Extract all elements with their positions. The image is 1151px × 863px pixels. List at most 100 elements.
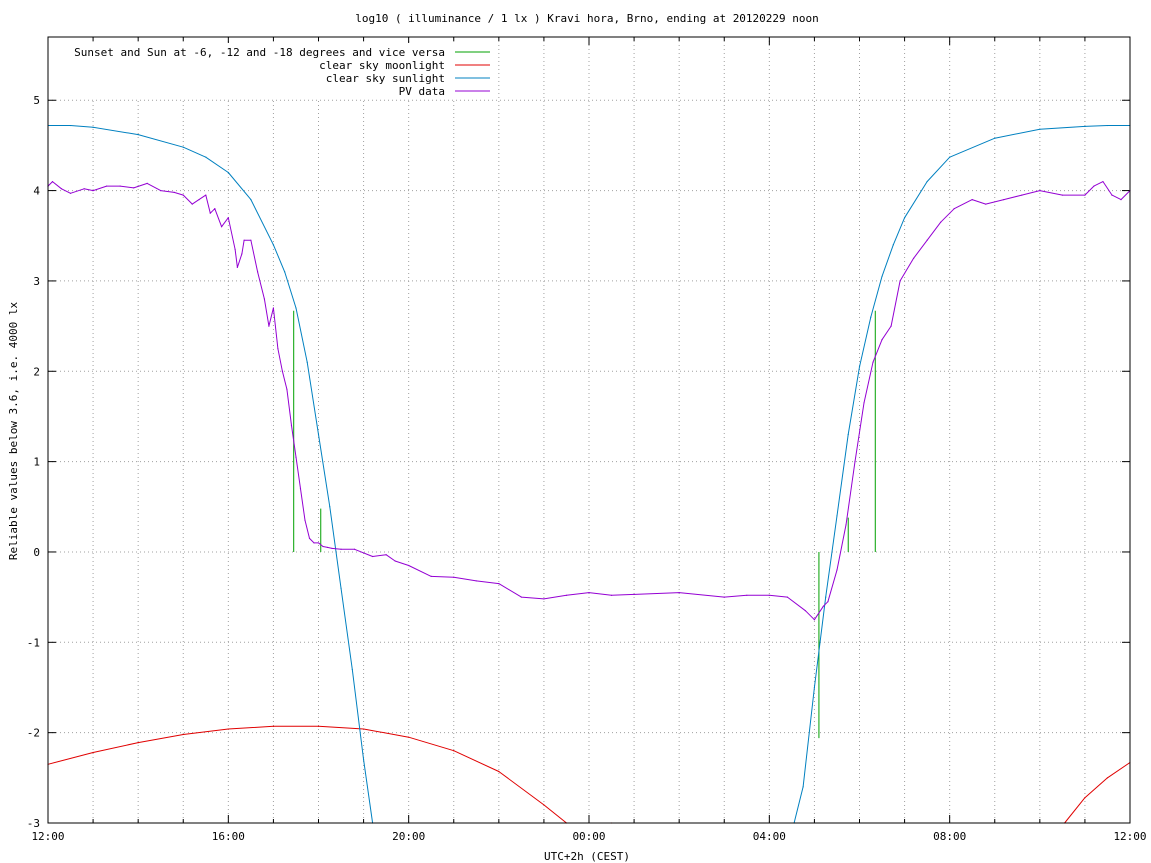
data-point: [453, 750, 455, 752]
data-point: [322, 545, 324, 548]
x-tick-label: 04:00: [753, 830, 786, 843]
data-point: [198, 199, 200, 201]
data-point: [926, 180, 928, 183]
data-point: [1084, 194, 1086, 196]
data-point: [854, 461, 856, 463]
y-tick-label: 0: [33, 546, 40, 559]
data-point: [277, 348, 279, 350]
data-point: [351, 668, 353, 671]
data-point: [257, 271, 259, 273]
data-point: [272, 307, 275, 309]
data-point: [137, 133, 139, 136]
y-tick-label: -2: [27, 727, 40, 740]
data-point: [329, 506, 331, 508]
data-point: [475, 580, 477, 582]
x-axis-label: UTC+2h (CEST): [544, 850, 630, 863]
data-point: [119, 185, 121, 187]
data-point: [408, 736, 410, 738]
data-point: [69, 192, 72, 194]
data-point: [949, 156, 951, 158]
data-point: [520, 596, 522, 598]
y-tick-label: 5: [33, 94, 40, 107]
data-point: [825, 596, 827, 598]
data-point: [295, 456, 297, 458]
data-point: [498, 770, 500, 773]
data-point: [723, 596, 725, 598]
data-point: [847, 433, 849, 436]
data-point: [133, 187, 135, 189]
data-point: [985, 203, 987, 205]
data-point: [137, 741, 139, 744]
x-tick-label: 12:00: [1113, 830, 1146, 843]
data-point: [836, 515, 838, 517]
data-point: [1120, 199, 1122, 201]
data-point: [60, 188, 63, 190]
series-3: [47, 180, 1131, 621]
legend-label: clear sky moonlight: [319, 59, 445, 72]
data-point: [173, 191, 175, 193]
data-point: [272, 725, 275, 727]
data-point: [106, 185, 108, 187]
data-point: [870, 316, 872, 318]
data-point: [881, 339, 883, 341]
data-point: [746, 594, 748, 596]
data-point: [92, 751, 94, 754]
y-tick-label: 4: [33, 185, 40, 198]
data-point: [610, 594, 613, 596]
data-point: [940, 221, 942, 223]
data-point: [362, 728, 365, 730]
data-point: [881, 275, 883, 278]
data-point: [313, 542, 315, 544]
series-0: [293, 310, 876, 739]
data-point: [827, 601, 829, 603]
data-point: [214, 208, 216, 210]
data-point: [182, 146, 184, 148]
data-point: [304, 519, 306, 521]
data-point: [220, 226, 223, 228]
data-point: [362, 759, 365, 761]
data-point: [1111, 194, 1113, 196]
data-point: [191, 203, 193, 205]
data-point: [633, 593, 635, 596]
data-point: [1039, 189, 1041, 192]
data-point: [182, 733, 184, 736]
x-tick-label: 00:00: [572, 830, 605, 843]
tick-layer: 12:00 16:00 20:00 00:00 04:00 08:00 12:00-3-2-…: [27, 37, 1147, 843]
data-point: [227, 171, 229, 174]
data-point: [430, 575, 432, 577]
data-point: [926, 239, 928, 241]
data-point: [953, 208, 955, 210]
data-point: [340, 548, 342, 550]
y-tick-label: 3: [33, 275, 40, 288]
data-point: [268, 325, 270, 327]
y-tick-label: -3: [27, 817, 40, 830]
data-point: [353, 548, 356, 550]
legend-background: [71, 43, 499, 99]
x-tick-label: 16:00: [212, 830, 245, 843]
data-point: [284, 271, 286, 273]
data-point: [1106, 777, 1109, 779]
data-point: [209, 212, 211, 214]
data-point: [1106, 124, 1109, 127]
data-point: [890, 325, 892, 327]
data-point: [813, 619, 816, 621]
legend-label: clear sky sunlight: [326, 72, 445, 85]
data-point: [899, 280, 901, 282]
data-point: [768, 594, 770, 596]
data-point: [317, 725, 320, 727]
data-point: [892, 244, 894, 246]
series-line: [47, 725, 1131, 824]
data-point: [340, 587, 342, 589]
data-point: [543, 804, 545, 806]
data-point: [250, 239, 252, 241]
data-point: [1003, 199, 1005, 201]
data-point: [227, 217, 229, 219]
data-point: [299, 488, 302, 490]
data-point: [250, 199, 252, 201]
data-point: [813, 686, 816, 689]
data-point: [1084, 797, 1086, 799]
data-point: [146, 182, 148, 184]
data-point: [903, 217, 906, 219]
data-point: [588, 592, 590, 594]
data-point: [83, 188, 85, 190]
